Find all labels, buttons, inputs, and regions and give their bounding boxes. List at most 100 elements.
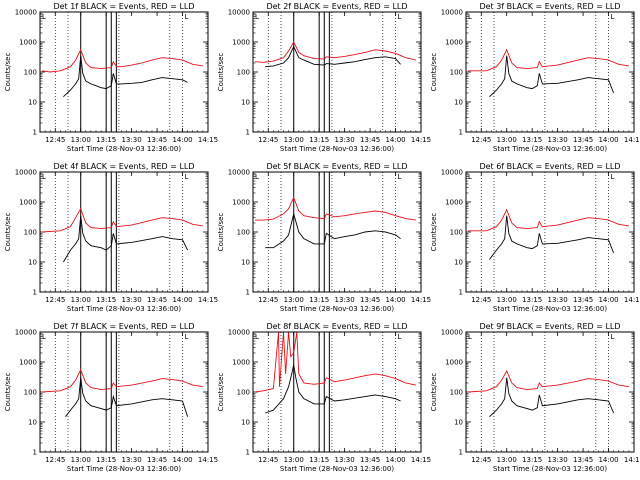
y-tick-label: 10 <box>28 259 37 267</box>
x-tick-label: 14:00 <box>385 296 405 304</box>
panel-5: Det 5f BLACK = Events, RED = LLD 1 10 100 10… <box>217 162 431 313</box>
x-tick-label: 14:15 <box>411 296 431 304</box>
y-axis-label: Counts/sec <box>4 373 12 412</box>
events-series-line <box>489 55 615 98</box>
x-tick-label: 14:15 <box>198 136 218 144</box>
lld-series-line <box>41 207 203 233</box>
lld-series-line <box>41 368 203 393</box>
y-tick-label: 10000 <box>15 329 37 337</box>
plot-frame <box>465 11 635 133</box>
panel-title: Det 2f BLACK = Events, RED = LLD <box>266 2 407 11</box>
plot-frame <box>39 171 209 293</box>
plot-frame <box>465 331 635 453</box>
x-tick-label: 13:45 <box>573 296 593 304</box>
x-axis-label: Start Time (28-Nov-03 12:36:00) <box>280 145 394 153</box>
corner-marker: L <box>468 333 472 341</box>
panel-title: Det 5f BLACK = Events, RED = LLD <box>266 162 407 171</box>
x-tick-label: 14:00 <box>385 136 405 144</box>
x-tick-label: 13:00 <box>497 296 517 304</box>
corner-marker: L <box>398 333 402 341</box>
x-tick-label: 13:45 <box>147 296 167 304</box>
y-tick-label: 100 <box>450 389 463 397</box>
panel-2: Det 2f BLACK = Events, RED = LLD 1 10 100 10… <box>217 2 431 153</box>
x-tick-label: 14:00 <box>172 456 192 464</box>
x-tick-label: 14:15 <box>411 136 431 144</box>
x-tick-label: 14:00 <box>385 456 405 464</box>
plot-frame <box>39 11 209 133</box>
x-tick-label: 13:00 <box>284 456 304 464</box>
y-tick-label: 10000 <box>15 169 37 177</box>
panel-9: Det 9f BLACK = Events, RED = LLD 1 10 100 10… <box>430 322 640 473</box>
x-axis-label: Start Time (28-Nov-03 12:36:00) <box>67 305 181 313</box>
events-series-line <box>265 212 401 249</box>
panel-6: Det 6f BLACK = Events, RED = LLD 1 10 100 10… <box>430 162 640 313</box>
y-tick-label: 1000 <box>232 199 250 207</box>
corner-marker: L <box>468 173 472 181</box>
x-tick-label: 13:45 <box>360 456 380 464</box>
corner-marker: L <box>42 13 46 21</box>
y-tick-label: 10 <box>28 99 37 107</box>
x-tick-label: 13:30 <box>335 296 355 304</box>
y-tick-label: 1000 <box>445 359 463 367</box>
x-tick-label: 13:00 <box>71 456 91 464</box>
x-tick-label: 13:15 <box>96 136 116 144</box>
y-tick-label: 10000 <box>228 329 250 337</box>
x-tick-label: 13:15 <box>96 456 116 464</box>
corner-marker: L <box>185 173 189 181</box>
y-tick-label: 10000 <box>228 169 250 177</box>
corner-marker: L <box>398 173 402 181</box>
x-axis-label: Start Time (28-Nov-03 12:36:00) <box>493 305 607 313</box>
y-tick-label: 100 <box>24 229 37 237</box>
corner-marker: L <box>42 333 46 341</box>
x-tick-label: 13:45 <box>360 136 380 144</box>
plot-frame <box>465 171 635 293</box>
x-tick-label: 13:30 <box>122 456 142 464</box>
y-axis-label: Counts/sec <box>430 373 438 412</box>
y-axis-label: Counts/sec <box>430 53 438 92</box>
lld-series-line <box>468 208 629 232</box>
corner-marker: L <box>611 333 615 341</box>
x-tick-label: 13:15 <box>522 296 542 304</box>
x-tick-label: 13:00 <box>497 456 517 464</box>
y-tick-label: 100 <box>237 389 250 397</box>
x-tick-label: 14:15 <box>624 456 640 464</box>
plot-frame <box>252 11 422 133</box>
x-tick-label: 12:45 <box>258 136 278 144</box>
events-series-line <box>489 377 615 418</box>
panel-1: Det 1f BLACK = Events, RED = LLD 1 10 100 10… <box>4 2 218 153</box>
x-tick-label: 13:00 <box>284 136 304 144</box>
y-tick-label: 10 <box>454 259 463 267</box>
y-tick-label: 100 <box>237 69 250 77</box>
x-tick-label: 13:00 <box>71 296 91 304</box>
corner-marker: L <box>255 173 259 181</box>
plot-frame <box>252 331 422 453</box>
x-tick-label: 12:45 <box>471 456 491 464</box>
y-tick-label: 100 <box>450 69 463 77</box>
plot-frame <box>39 331 209 453</box>
corner-marker: L <box>611 13 615 21</box>
y-tick-label: 10 <box>28 419 37 427</box>
x-tick-label: 13:30 <box>122 136 142 144</box>
y-tick-label: 1 <box>246 289 250 297</box>
y-tick-label: 1000 <box>232 39 250 47</box>
y-tick-label: 1000 <box>232 359 250 367</box>
x-tick-label: 14:00 <box>172 136 192 144</box>
x-tick-label: 13:15 <box>96 296 116 304</box>
y-tick-label: 10 <box>454 419 463 427</box>
x-tick-label: 13:00 <box>284 296 304 304</box>
panel-title: Det 6f BLACK = Events, RED = LLD <box>479 162 620 171</box>
y-tick-label: 10 <box>454 99 463 107</box>
x-tick-label: 12:45 <box>471 136 491 144</box>
x-tick-label: 13:30 <box>548 296 568 304</box>
x-tick-label: 13:45 <box>573 136 593 144</box>
y-tick-label: 10 <box>241 419 250 427</box>
panel-title: Det 7f BLACK = Events, RED = LLD <box>53 322 194 331</box>
y-tick-label: 10 <box>241 99 250 107</box>
x-tick-label: 14:15 <box>198 296 218 304</box>
lld-series-line <box>255 196 416 221</box>
y-tick-label: 10000 <box>15 9 37 17</box>
y-axis-label: Counts/sec <box>217 53 225 92</box>
y-tick-label: 100 <box>450 229 463 237</box>
y-axis-label: Counts/sec <box>4 213 12 252</box>
y-tick-label: 1 <box>246 129 250 137</box>
